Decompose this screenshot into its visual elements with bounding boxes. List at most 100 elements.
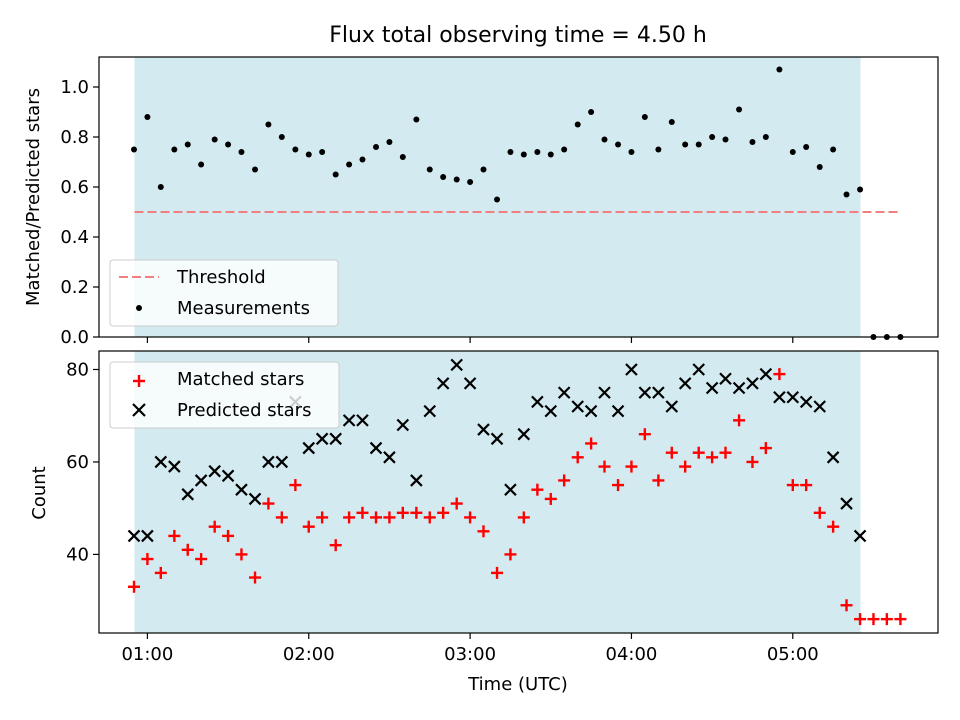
y-tick-label: 80 [66, 359, 89, 380]
y-tick-label: 0.2 [60, 277, 89, 298]
measurement-point [238, 149, 245, 155]
matched-star-point [625, 460, 638, 473]
measurement-point [319, 149, 326, 155]
top-markers [131, 66, 904, 340]
x-tick-label: 03:00 [444, 644, 496, 665]
measurement-point [547, 151, 554, 158]
predicted-star-point [557, 386, 571, 399]
measurement-point [722, 136, 729, 143]
measurement-point [359, 156, 366, 163]
predicted-star-point [531, 395, 544, 409]
top-legend: Threshold Measurements [109, 259, 339, 327]
predicted-star-point [168, 460, 181, 473]
predicted-star-point [759, 367, 773, 381]
top-y-axis-label: Matched/Predicted stars [23, 88, 44, 306]
bottom-x-ticks: 01:00 02:00 03:00 04:00 05:00 [121, 633, 819, 665]
predicted-star-point [450, 358, 463, 372]
measurement-point [157, 184, 164, 190]
matched-star-point [612, 479, 625, 492]
predicted-star-point [181, 488, 195, 501]
matched-star-point [249, 571, 262, 584]
matched-star-point [491, 566, 504, 579]
predicted-star-point [638, 386, 652, 399]
matched-star-point [652, 474, 665, 487]
matched-star-point [477, 525, 490, 538]
legend-predicted-swatch [132, 403, 146, 417]
measurement-point [413, 116, 420, 123]
predicted-star-point [504, 483, 517, 496]
measurement-point [776, 66, 783, 73]
predicted-star-point [517, 427, 531, 441]
measurement-point [762, 134, 769, 140]
matched-star-point [437, 506, 450, 519]
measurement-point [588, 109, 595, 115]
measurement-point [440, 174, 447, 180]
matched-star-point [759, 442, 772, 455]
matched-star-point [316, 511, 329, 524]
bottom-panel: 40 60 80 01:00 02:00 03:00 04:00 05:00 Count T… [29, 350, 939, 695]
measurement-point [803, 144, 810, 150]
predicted-star-point [127, 529, 141, 543]
measurement-point [225, 141, 232, 148]
measurement-point [480, 166, 487, 173]
top-y-ticks: 0.0 0.2 0.4 0.6 0.8 1.0 [60, 77, 99, 348]
measurement-point [144, 114, 151, 120]
matched-star-point [343, 511, 356, 524]
x-tick-label: 01:00 [121, 644, 173, 665]
predicted-star-point [773, 390, 786, 404]
y-tick-label: 0.6 [60, 177, 89, 198]
measurement-point [668, 119, 675, 125]
matched-star-point [558, 474, 571, 487]
matched-star-point [208, 520, 221, 533]
predicted-star-point [383, 451, 396, 464]
legend-measurements-swatch [136, 305, 142, 311]
matched-star-point [168, 529, 181, 542]
x-tick-label: 04:00 [606, 644, 658, 665]
predicted-star-point [194, 474, 208, 487]
measurement-point [399, 154, 406, 160]
measurement-point [292, 146, 299, 153]
y-tick-label: 40 [66, 544, 89, 565]
matched-star-point [275, 511, 288, 524]
matched-star-point [128, 580, 141, 593]
y-tick-label: 0.8 [60, 127, 89, 148]
measurement-point [830, 146, 837, 153]
measurement-point [736, 106, 743, 113]
predicted-star-point [705, 381, 719, 395]
measurement-point [131, 146, 138, 153]
measurement-point [278, 134, 285, 140]
matched-star-point [544, 492, 557, 505]
x-axis-label: Time (UTC) [467, 674, 568, 695]
y-tick-label: 60 [66, 452, 89, 473]
measurement-point [843, 191, 850, 198]
predicted-star-point [436, 377, 450, 390]
predicted-star-point [611, 404, 625, 418]
measurement-point [265, 121, 272, 128]
matched-star-point [235, 548, 248, 561]
predicted-star-point [329, 432, 342, 446]
predicted-star-point [275, 455, 289, 469]
matched-star-point [840, 599, 853, 612]
measurement-point [561, 146, 568, 153]
predicted-star-point [853, 529, 867, 543]
bottom-markers [127, 358, 907, 626]
predicted-star-point [598, 386, 611, 399]
matched-star-point [746, 455, 759, 468]
predicted-star-point [463, 377, 477, 390]
measurement-point [574, 121, 581, 128]
matched-star-point [571, 451, 584, 464]
matched-star-point [222, 529, 235, 542]
predicted-star-point [396, 418, 410, 432]
matched-star-point [396, 506, 409, 519]
measurement-point [373, 144, 380, 150]
bottom-legend: Matched stars Predicted stars [109, 361, 340, 429]
y-tick-label: 0.0 [60, 327, 89, 348]
predicted-star-point [315, 432, 329, 446]
predicted-star-point [678, 377, 692, 390]
measurement-point [332, 171, 339, 178]
x-tick-label: 02:00 [283, 644, 335, 665]
matched-star-point [813, 506, 826, 519]
predicted-star-point [799, 395, 813, 409]
predicted-star-point [235, 483, 248, 496]
measurement-point [453, 176, 460, 183]
